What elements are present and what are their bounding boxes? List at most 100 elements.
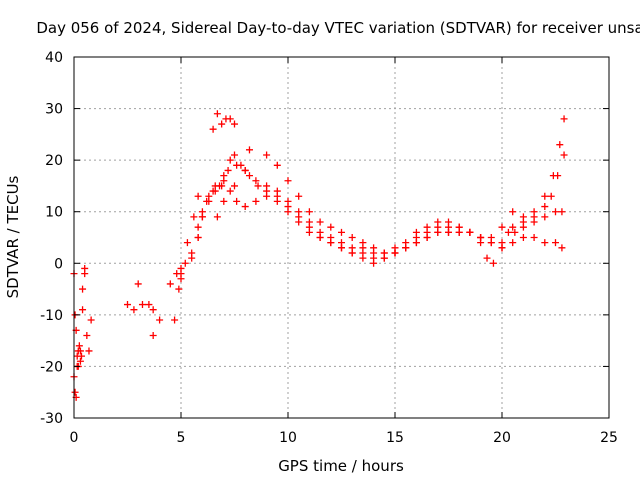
data-point [477,234,485,241]
data-point [348,249,356,257]
data-point [338,228,345,236]
data-point [237,161,245,169]
data-point [183,239,191,247]
data-point [83,331,91,339]
data-point [370,244,378,252]
y-tick-label: -30 [40,411,63,427]
series-trace-e [171,177,566,324]
data-point [231,151,238,159]
axis-ticks: -30 -20 -10 0 10 20 30 40 0 5 10 15 20 25 [40,50,618,446]
data-point [252,197,260,205]
data-point [224,166,232,174]
data-point [245,172,253,180]
data-point [134,280,142,288]
data-point [194,223,202,231]
data-point [348,234,356,241]
data-point [498,223,506,231]
data-point [218,182,226,190]
data-point [85,347,93,355]
data-point [552,239,559,247]
data-point [226,156,234,164]
data-point [79,285,87,293]
data-point [423,223,431,231]
data-point [560,151,568,159]
data-point [188,254,196,262]
data-point [75,342,83,350]
data-point [149,306,157,314]
data-point [233,197,241,205]
series-trace-b [70,270,89,370]
data-point [541,203,549,211]
data-point [504,228,512,236]
data-point [338,244,345,252]
data-point [194,234,202,241]
data-point [273,161,281,169]
data-point [76,357,84,365]
data-point [241,166,249,174]
data-point [171,316,179,324]
data-point [558,244,566,252]
data-point [194,192,202,200]
data-point [541,239,549,247]
data-point [549,172,557,180]
data-point [445,218,452,226]
plot-frame [73,56,610,419]
data-point [316,234,324,241]
data-point [130,306,138,314]
data-point [305,208,313,216]
data-point [245,146,253,154]
data-point [370,259,378,267]
data-point [226,187,234,195]
chart-title: Day 056 of 2024, Sidereal Day-to-day VTE… [36,19,640,37]
data-point [177,275,185,283]
data-point [284,203,292,211]
data-point [402,239,410,247]
x-tick-label: 5 [177,430,186,446]
data-point [263,187,271,195]
data-point [509,239,517,247]
data-point [530,234,538,241]
data-point [149,331,157,339]
data-point [71,388,79,396]
data-point [190,213,198,221]
x-axis-label: GPS time / hours [278,457,404,475]
grid-lines [74,57,609,418]
data-point [87,316,95,324]
data-point [552,208,559,216]
data-point [359,254,367,262]
data-point [263,151,271,159]
data-point [359,239,367,247]
x-tick-label: 20 [493,430,511,446]
y-tick-label: 10 [45,205,63,221]
data-point [254,182,262,190]
data-point [556,141,564,149]
data-point [487,234,495,241]
data-point [305,223,313,231]
data-point [231,120,238,128]
series-trace-i [213,115,568,257]
data-point [560,115,568,123]
data-point [295,213,303,221]
data-point [519,213,527,221]
data-point [327,239,335,247]
series-trace-c [124,280,164,324]
series-trace-h [209,110,238,133]
data-point [412,228,420,236]
data-point [79,306,87,314]
data-point [226,115,234,123]
data-point [175,285,183,293]
data-point [466,228,474,236]
data-point [509,223,517,231]
data-point [541,192,549,200]
y-tick-label: 40 [45,50,63,66]
series-trace-g [194,151,568,267]
data-point [211,187,219,195]
data-point [218,120,226,128]
data-point [327,223,335,231]
data-point [295,192,303,200]
data-point [284,177,292,185]
data-point [231,182,238,190]
x-tick-label: 0 [70,430,79,446]
y-tick-label: 30 [45,102,63,118]
